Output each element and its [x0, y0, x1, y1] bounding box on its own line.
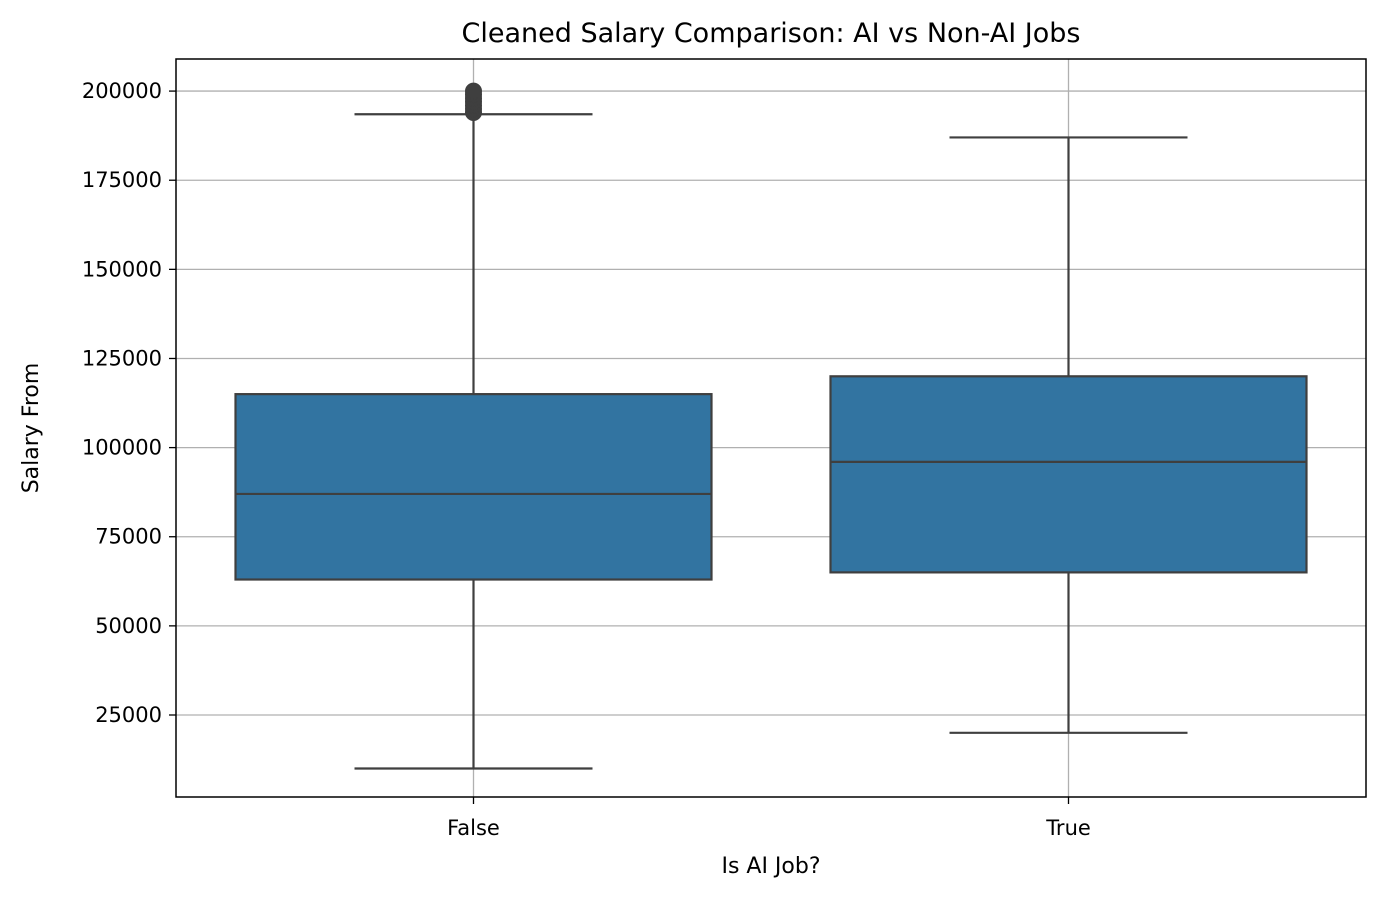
- plot-frame: [175, 58, 1367, 798]
- x-tick-label: True: [1045, 816, 1091, 840]
- y-tick-label: 200000: [82, 79, 162, 103]
- y-tick-label: 125000: [82, 346, 162, 370]
- y-tick-label: 175000: [82, 168, 162, 192]
- x-tick-label: False: [447, 816, 500, 840]
- y-tick-label: 50000: [95, 614, 162, 638]
- y-tick-label: 150000: [82, 257, 162, 281]
- x-axis-label: Is AI Job?: [721, 854, 820, 879]
- y-tick-label: 75000: [95, 525, 162, 549]
- y-axis-label: Salary From: [19, 363, 44, 494]
- y-tick-label: 25000: [95, 703, 162, 727]
- axis-ticks: 25000 50000 75000 100000 125000 150000 175000 2…: [82, 79, 1091, 840]
- outlier-point: [465, 82, 482, 100]
- y-tick-label: 100000: [82, 436, 162, 460]
- chart-title: Cleaned Salary Comparison: AI vs Non-AI …: [461, 18, 1080, 49]
- box-iqr: [829, 375, 1308, 574]
- box-iqr: [234, 393, 713, 581]
- boxes: [234, 82, 1308, 770]
